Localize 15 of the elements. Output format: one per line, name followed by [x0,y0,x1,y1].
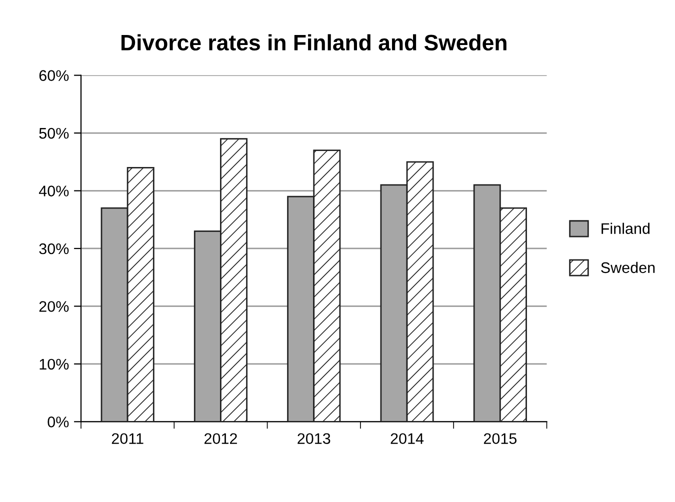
y-tick-label: 40% [38,186,69,196]
y-tick-label: 60% [39,70,69,81]
y-tick-label: 20% [39,301,69,312]
x-tick-label: 2012 [204,433,237,444]
x-tick-label: 2014 [390,433,424,444]
chart-title: Divorce rates in Finland and Sweden [122,34,506,51]
x-tick-label: 2013 [298,433,330,444]
legend-label: Sweden [601,262,655,274]
y-tick-label: 10% [40,358,69,370]
y-tick-label: 50% [39,128,69,139]
y-tick-label: 0% [48,416,69,428]
legend-label: Finland [602,222,650,234]
x-tick-label: 2011 [112,433,144,444]
y-tick-label: 30% [39,243,69,254]
x-tick-label: 2015 [484,433,517,444]
